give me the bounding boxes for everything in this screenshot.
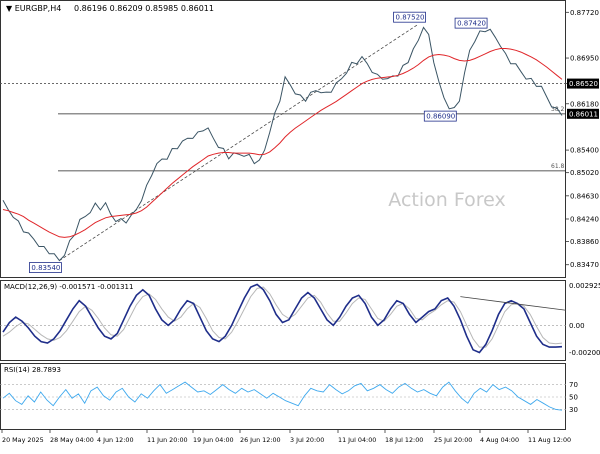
macd-tick-2: -0.002002 — [569, 349, 600, 357]
x-tick-7: 11 Jul 04:00 — [338, 436, 376, 444]
price-levels: 38.261.8 — [0, 83, 566, 172]
price-tick-5: 0.85020 — [570, 169, 599, 177]
rsi-series — [0, 381, 566, 411]
header-ohlc: 0.86196 0.86209 0.85985 0.86011 — [74, 4, 214, 13]
price-pane-frame — [0, 0, 566, 278]
annotation-label-0: 0.83540 — [31, 264, 60, 272]
x-tick-2: 4 Jun 12:00 — [97, 436, 134, 444]
annotation-box-3 — [454, 17, 488, 29]
x-tick-3: 11 Jun 20:00 — [147, 436, 188, 444]
x-tick-10: 4 Aug 04:00 — [480, 436, 519, 444]
price-axis: 0.87720 0.86950 0.86520 0.86180 0.85400 0.850… — [566, 9, 599, 269]
annotation-label-1: 0.87520 — [396, 14, 425, 22]
rsi-tick-0: 70 — [569, 381, 578, 389]
header-symbol-text: EURGBP,H4 — [15, 4, 62, 13]
macd-axis: 0.002925 0.00 -0.002002 — [569, 282, 600, 357]
x-tick-1: 28 May 04:00 — [50, 436, 94, 444]
price-tick-0: 0.87720 — [570, 9, 599, 17]
price-badge-1 — [567, 108, 599, 119]
x-tick-6: 3 Jul 20:00 — [290, 436, 324, 444]
price-tick-8: 0.83860 — [570, 238, 599, 246]
price-line — [2, 26, 563, 262]
x-tick-9: 25 Jul 20:00 — [434, 436, 472, 444]
macd-signal-line — [2, 286, 563, 348]
rsi-tick-2: 30 — [569, 406, 578, 414]
price-tick-7: 0.84240 — [570, 215, 599, 223]
price-badge-text-0: 0.86520 — [569, 80, 598, 88]
price-tick-4: 0.85400 — [570, 147, 599, 155]
price-tick-6: 0.84630 — [570, 192, 599, 200]
price-tick-9: 0.83470 — [570, 261, 599, 269]
price-trendline — [59, 23, 419, 261]
moving-average-line — [2, 48, 563, 238]
macd-series — [0, 283, 567, 354]
level-label-1: 61.8 — [551, 163, 565, 170]
macd-title: MACD(12,26,9) -0.001571 -0.001311 — [4, 283, 133, 291]
annotation-box-0 — [29, 262, 62, 273]
x-tick-4: 19 Jun 04:00 — [193, 436, 234, 444]
annotation-label-2: 0.86090 — [426, 113, 455, 121]
x-axis: 20 May 2025 28 May 04:00 4 Jun 12:00 11 Jun… — [1, 430, 571, 444]
x-tick-5: 26 Jun 12:00 — [240, 436, 281, 444]
rsi-tick-1: 50 — [569, 394, 578, 402]
rsi-title: RSI(14) 28.7893 — [4, 366, 61, 374]
macd-pane-frame — [0, 280, 566, 361]
rsi-axis: 70 50 30 — [569, 381, 578, 414]
macd-trendline — [460, 296, 567, 311]
x-tick-11: 11 Aug 12:00 — [528, 436, 571, 444]
x-tick-8: 18 Jul 12:00 — [385, 436, 423, 444]
price-badge-text-1: 0.86011 — [569, 110, 598, 118]
price-badge-0 — [567, 78, 599, 89]
watermark: Action Forex — [388, 189, 505, 211]
rsi-pane-frame — [0, 363, 566, 430]
macd-tick-1: 0.00 — [569, 322, 585, 330]
rsi-line — [2, 381, 563, 411]
x-tick-0: 20 May 2025 — [2, 436, 44, 444]
price-tick-3: 0.86180 — [570, 100, 599, 108]
annotation-label-3: 0.87420 — [457, 20, 486, 28]
price-annotations: 0.83540 0.87520 0.86090 0.87420 — [29, 11, 488, 273]
header-symbol: ▼ EURGBP,H4 — [6, 4, 61, 13]
annotation-box-2 — [423, 110, 457, 122]
price-tick-1: 0.86950 — [570, 55, 599, 63]
macd-line — [2, 283, 563, 354]
annotation-box-1 — [393, 11, 426, 23]
dashed-trendline — [59, 23, 419, 261]
price-series — [2, 26, 563, 262]
macd-tick-0: 0.002925 — [569, 282, 600, 290]
